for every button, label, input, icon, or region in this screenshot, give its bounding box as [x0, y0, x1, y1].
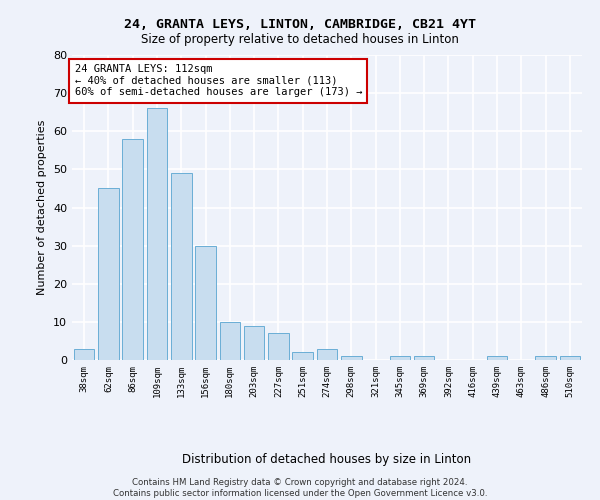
Bar: [98, 188, 119, 360]
Bar: [487, 356, 508, 360]
Bar: [292, 352, 313, 360]
Bar: [74, 348, 94, 360]
X-axis label: Distribution of detached houses by size in Linton: Distribution of detached houses by size …: [182, 452, 472, 466]
Bar: [171, 173, 191, 360]
Bar: [560, 356, 580, 360]
Text: 24 GRANTA LEYS: 112sqm
← 40% of detached houses are smaller (113)
60% of semi-de: 24 GRANTA LEYS: 112sqm ← 40% of detached…: [74, 64, 362, 98]
Bar: [317, 348, 337, 360]
Bar: [341, 356, 362, 360]
Text: Contains HM Land Registry data © Crown copyright and database right 2024.
Contai: Contains HM Land Registry data © Crown c…: [113, 478, 487, 498]
Bar: [244, 326, 265, 360]
Bar: [389, 356, 410, 360]
Bar: [535, 356, 556, 360]
Bar: [268, 334, 289, 360]
Text: Size of property relative to detached houses in Linton: Size of property relative to detached ho…: [141, 32, 459, 46]
Bar: [414, 356, 434, 360]
Bar: [146, 108, 167, 360]
Bar: [122, 139, 143, 360]
Y-axis label: Number of detached properties: Number of detached properties: [37, 120, 47, 295]
Bar: [220, 322, 240, 360]
Bar: [195, 246, 216, 360]
Text: 24, GRANTA LEYS, LINTON, CAMBRIDGE, CB21 4YT: 24, GRANTA LEYS, LINTON, CAMBRIDGE, CB21…: [124, 18, 476, 30]
